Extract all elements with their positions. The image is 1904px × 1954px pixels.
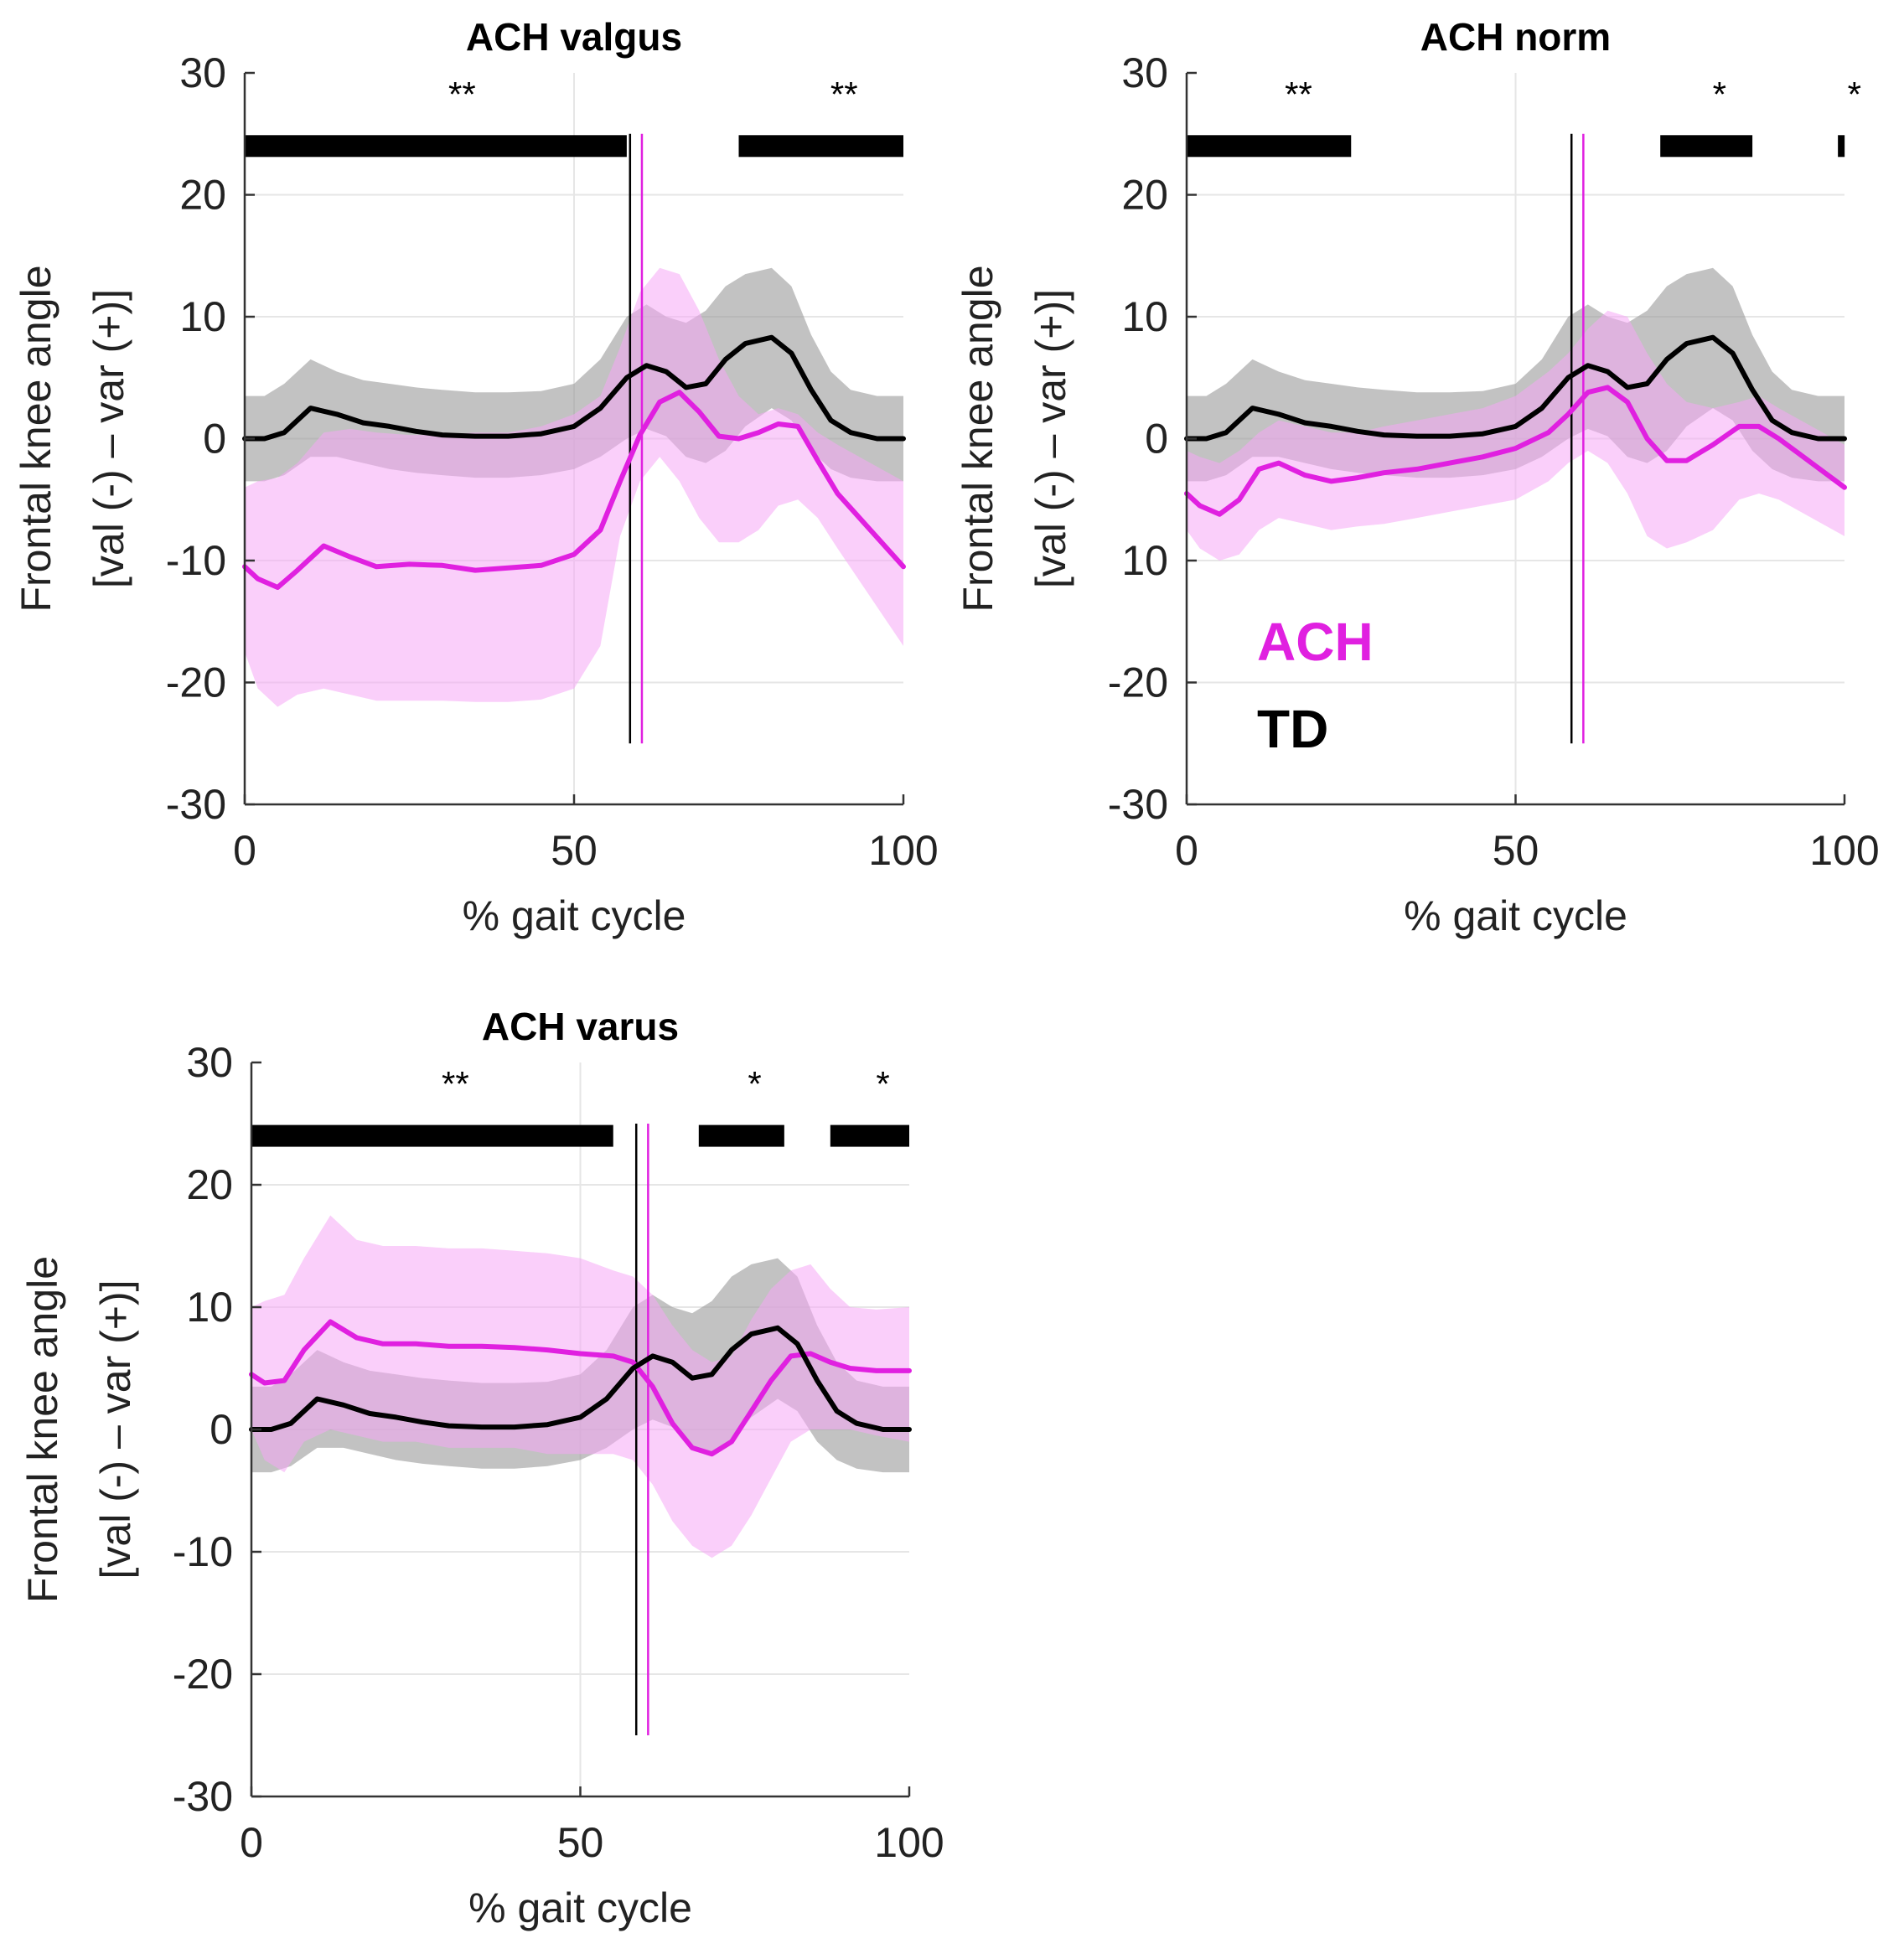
x-tick-label: 50	[1493, 827, 1539, 874]
chart-title: ACH norm	[1420, 15, 1611, 59]
y-tick-label: 30	[186, 1039, 233, 1086]
y-axis-label-line2: [val (-) – var (+)]	[1027, 289, 1074, 588]
mean-line-ach	[1184, 385, 1847, 517]
y-tick-label: 10	[186, 1284, 233, 1331]
sd-band-ach	[245, 267, 903, 707]
y-tick-label: 30	[1121, 49, 1168, 96]
significance-bar	[251, 1124, 613, 1147]
significance-bar	[245, 135, 627, 158]
x-tick-label: 0	[233, 827, 256, 874]
y-tick-label: 10	[1121, 537, 1168, 584]
y-tick-label: -30	[1108, 781, 1168, 828]
significance-marker: **	[830, 75, 858, 114]
y-axis-label-line1: Frontal knee angle	[19, 1256, 66, 1603]
y-axis-label-line2: [val (-) – var (+)]	[85, 289, 132, 588]
legend: ACH TD	[1257, 612, 1374, 759]
mean-line-td	[1184, 334, 1847, 442]
y-axis-label-line2: [val (-) – var (+)]	[92, 1280, 139, 1579]
x-tick-label: 0	[1175, 827, 1198, 874]
legend-entry-td: TD	[1257, 699, 1328, 759]
significance-bar	[830, 1124, 909, 1147]
y-tick-label: -20	[1108, 659, 1168, 706]
sd-band-ach	[251, 1215, 909, 1559]
significance-bar	[1187, 135, 1352, 158]
significance-marker: **	[448, 75, 476, 114]
x-axis-label: % gait cycle	[463, 892, 686, 939]
significance-bar	[738, 135, 903, 158]
y-tick-label: 20	[1121, 172, 1168, 219]
significance-bar	[1660, 135, 1753, 158]
mean-line-td	[242, 334, 906, 442]
y-tick-label: 20	[179, 172, 226, 219]
significance-marker: *	[876, 1064, 889, 1104]
y-tick-label: -30	[173, 1773, 233, 1820]
x-axis-label: % gait cycle	[1404, 892, 1627, 939]
y-tick-label: 0	[210, 1406, 233, 1453]
y-tick-label: 20	[186, 1161, 233, 1208]
x-tick-label: 100	[868, 827, 938, 874]
significance-marker: **	[442, 1064, 469, 1104]
y-tick-label: -30	[166, 781, 226, 828]
significance-marker: *	[1713, 75, 1726, 114]
y-tick-label: 0	[203, 416, 226, 463]
significance-bar	[698, 1124, 784, 1147]
x-tick-label: 50	[551, 827, 598, 874]
y-tick-label: -10	[166, 537, 226, 584]
x-tick-label: 100	[874, 1819, 944, 1866]
x-axis-label: % gait cycle	[468, 1884, 692, 1931]
significance-marker: **	[1285, 75, 1312, 114]
chart-title: ACH varus	[482, 1005, 679, 1048]
significance-bar	[1838, 135, 1845, 158]
y-tick-label: -20	[173, 1651, 233, 1698]
x-tick-label: 50	[557, 1819, 604, 1866]
significance-marker: *	[1848, 75, 1861, 114]
y-axis-label-line1: Frontal knee angle	[955, 265, 1001, 612]
y-tick-label: 10	[1121, 293, 1168, 340]
y-tick-label: 10	[179, 293, 226, 340]
x-tick-label: 100	[1809, 827, 1879, 874]
legend-entry-ach: ACH	[1257, 612, 1374, 672]
mean-line-ach	[242, 390, 906, 590]
y-tick-label: -10	[173, 1528, 233, 1575]
y-tick-label: 30	[179, 49, 226, 96]
significance-marker: *	[748, 1064, 761, 1104]
x-tick-label: 0	[240, 1819, 263, 1866]
y-tick-label: 0	[1145, 416, 1168, 463]
mean-line-td	[249, 1325, 912, 1432]
sd-band-ach	[1187, 310, 1844, 561]
chart-title: ACH valgus	[466, 15, 682, 59]
y-tick-label: -20	[166, 659, 226, 706]
y-axis-label-line1: Frontal knee angle	[13, 265, 60, 612]
